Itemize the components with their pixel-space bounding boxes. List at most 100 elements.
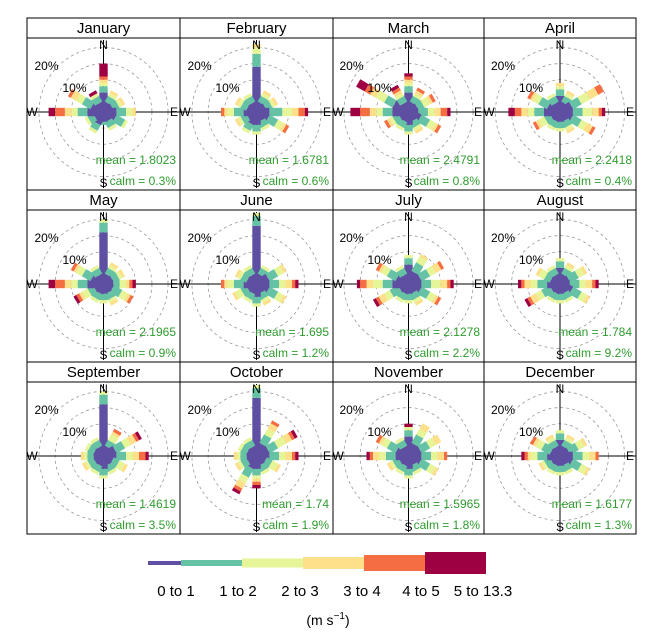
paddle-90deg-bin2 [579, 279, 586, 289]
paddle-180deg-bin5 [252, 485, 261, 489]
direction-label-e: E [323, 105, 331, 119]
speed-legend: 0 to 1 1 to 2 2 to 3 3 to 4 4 to 5 5 to 13.3 [148, 552, 512, 600]
paddle-300deg-bin4 [530, 436, 537, 446]
paddle-330deg-bin0 [400, 101, 413, 115]
paddle-90deg-bin2 [427, 107, 435, 117]
paddle-0deg-bin2 [555, 258, 565, 262]
paddle-300deg-bin2 [532, 93, 543, 105]
paddle-30deg-bin4 [112, 428, 122, 436]
paddle-90deg-bin4 [595, 451, 599, 461]
legend-swatch-bin5 [425, 552, 486, 574]
paddle-180deg-bin2 [252, 303, 261, 307]
paddle-90deg-bin5 [145, 451, 149, 461]
paddle-300deg-bin3 [234, 97, 242, 106]
paddle-60deg-bin2 [268, 98, 276, 108]
paddle-210deg-bin2 [238, 473, 249, 484]
calm-label: calm = 1.2% [263, 346, 330, 360]
paddle-90deg-bin4 [139, 451, 146, 461]
paddle-330deg-bin2 [243, 93, 253, 101]
paddle-60deg-bin2 [420, 97, 431, 108]
paddle-30deg-bin3 [419, 254, 429, 261]
paddle-210deg-bin1 [243, 121, 254, 131]
paddle-270deg-bin5 [48, 107, 56, 117]
paddle-60deg-bin2 [574, 267, 585, 278]
paddle-300deg-bin1 [81, 269, 95, 282]
paddle-300deg-bin1 [384, 95, 397, 108]
paddle-330deg-bin2 [243, 437, 253, 445]
paddle-0deg-bin2 [555, 430, 565, 434]
paddle-120deg-bin3 [274, 463, 281, 473]
direction-label-s: S [556, 176, 564, 190]
paddle-60deg-bin2 [121, 437, 131, 449]
paddle-0deg-bin5 [404, 423, 413, 427]
mean-label: mean = 1.5965 [400, 497, 481, 511]
paddle-270deg-bin3 [64, 279, 72, 289]
paddle-120deg-bin2 [577, 463, 588, 475]
paddle-330deg-bin1 [91, 95, 103, 106]
paddle-270deg-bin3 [64, 107, 72, 117]
paddle-90deg-bin2 [126, 107, 133, 117]
direction-label-e: E [323, 449, 331, 463]
paddle-150deg-bin2 [412, 467, 422, 475]
paddle-300deg-bin2 [84, 442, 92, 452]
paddle-30deg-bin2 [107, 93, 117, 101]
paddle-0deg-bin0 [252, 225, 261, 284]
paddle-60deg-bin4 [428, 93, 436, 103]
paddle-270deg-bin4 [521, 279, 525, 289]
paddle-0deg-bin5 [99, 63, 108, 77]
paddle-30deg-bin2 [564, 93, 574, 101]
paddle-60deg-bin4 [132, 433, 140, 442]
paddle-0deg-bin2 [404, 427, 413, 431]
paddle-210deg-bin2 [90, 467, 100, 475]
paddle-30deg-bin3 [109, 90, 119, 98]
paddle-90deg-bin1 [572, 107, 583, 117]
mean-label: mean = 1.4619 [96, 497, 177, 511]
paddle-30deg-bin2 [107, 265, 117, 273]
paddle-330deg-bin5 [88, 90, 98, 98]
paddle-120deg-bin1 [569, 114, 582, 127]
paddle-90deg-bin5 [132, 279, 136, 289]
paddle-60deg-bin3 [580, 265, 588, 275]
paddle-90deg-bin2 [126, 451, 133, 461]
paddle-180deg-bin2 [404, 131, 413, 135]
paddle-120deg-bin2 [426, 119, 436, 131]
units-label: (m s−1) [306, 611, 349, 628]
legend-label-bin2: 2 to 3 [281, 583, 319, 600]
paddle-330deg-bin0 [248, 273, 261, 287]
paddle-0deg-bin3 [555, 83, 565, 87]
paddle-300deg-bin2 [375, 90, 389, 103]
paddle-180deg-bin1 [404, 468, 413, 476]
paddle-300deg-bin2 [76, 265, 86, 277]
direction-label-e: E [626, 277, 634, 291]
paddle-120deg-bin3 [279, 122, 287, 132]
paddle-150deg-bin3 [414, 126, 424, 134]
paddle-0deg-bin4 [404, 76, 413, 80]
paddle-0deg-bin2 [404, 83, 413, 87]
paddle-330deg-bin1 [396, 439, 408, 450]
paddle-90deg-bin5 [450, 279, 454, 289]
paddle-0deg-bin1 [99, 86, 108, 93]
paddle-90deg-bin5 [595, 279, 599, 289]
paddle-0deg-bin2 [99, 391, 108, 395]
paddle-150deg-bin3 [566, 126, 575, 134]
paddle-180deg-bin2 [252, 475, 261, 479]
paddle-270deg-bin5 [48, 279, 56, 289]
calm-label: calm = 1.8% [414, 518, 481, 532]
paddle-120deg-bin4 [588, 126, 596, 135]
direction-label-s: S [404, 348, 412, 362]
ring-label-10pct: 10% [216, 81, 240, 95]
paddle-330deg-bin1 [244, 267, 256, 278]
calm-label: calm = 0.3% [110, 174, 177, 188]
paddle-0deg-bin1 [404, 86, 413, 93]
paddle-60deg-bin1 [417, 441, 431, 454]
ring-label-10pct: 10% [519, 425, 543, 439]
paddle-90deg-bin4 [592, 279, 596, 289]
paddle-0deg-bin1 [555, 433, 565, 440]
direction-label-n: N [252, 210, 261, 224]
paddle-330deg-bin3 [545, 434, 554, 442]
paddle-90deg-bin1 [421, 451, 432, 461]
